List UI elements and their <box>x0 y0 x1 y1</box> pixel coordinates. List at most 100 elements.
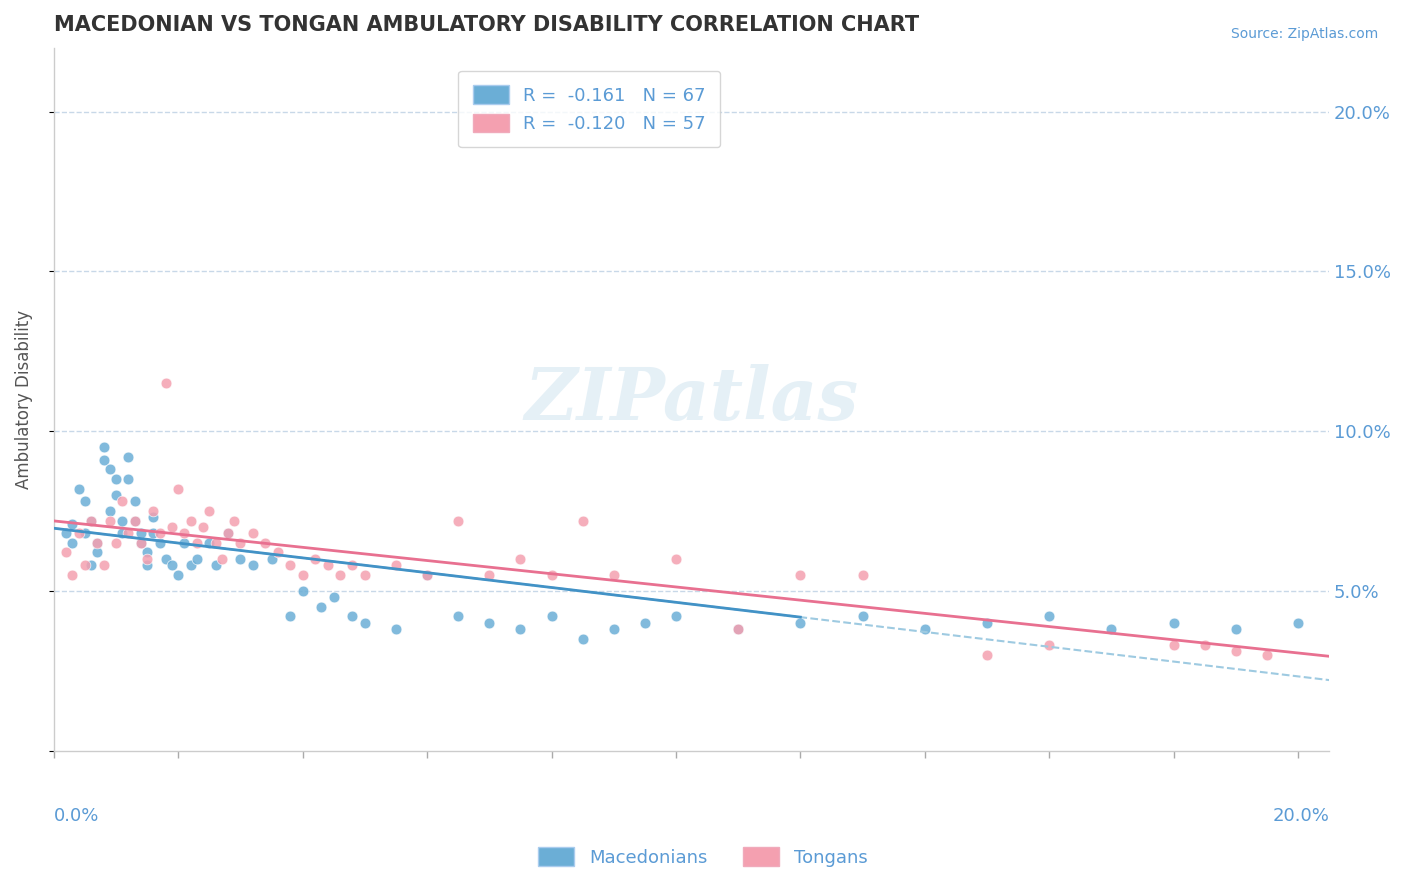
Point <box>385 558 408 573</box>
Point <box>129 536 152 550</box>
Point <box>1163 615 1185 630</box>
Point <box>186 552 208 566</box>
Point <box>136 558 159 573</box>
Point <box>1256 648 1278 662</box>
Point <box>447 609 470 624</box>
Text: Source: ZipAtlas.com: Source: ZipAtlas.com <box>1230 27 1378 41</box>
Point <box>105 472 128 486</box>
Point <box>416 567 439 582</box>
Point <box>354 615 377 630</box>
Point <box>914 622 936 636</box>
Point <box>124 494 146 508</box>
Point <box>62 516 84 531</box>
Point <box>1225 644 1247 658</box>
Point <box>98 462 121 476</box>
Point <box>191 520 214 534</box>
Point <box>1194 638 1216 652</box>
Point <box>204 558 226 573</box>
Point <box>1038 609 1060 624</box>
Point <box>851 567 873 582</box>
Point <box>155 552 177 566</box>
Point <box>242 526 264 541</box>
Text: 0.0%: 0.0% <box>53 806 100 825</box>
Point <box>98 504 121 518</box>
Point <box>447 514 470 528</box>
Point <box>86 536 108 550</box>
Point <box>180 558 202 573</box>
Point <box>142 504 165 518</box>
Point <box>111 494 134 508</box>
Point <box>204 536 226 550</box>
Point <box>342 609 364 624</box>
Point <box>80 514 103 528</box>
Point <box>73 526 96 541</box>
Point <box>540 567 562 582</box>
Text: ZIPatlas: ZIPatlas <box>524 364 859 434</box>
Point <box>278 558 301 573</box>
Point <box>211 552 233 566</box>
Point <box>67 526 90 541</box>
Point <box>167 482 190 496</box>
Point <box>149 536 172 550</box>
Point <box>254 536 277 550</box>
Point <box>129 526 152 541</box>
Point <box>160 520 183 534</box>
Point <box>603 567 626 582</box>
Point <box>73 494 96 508</box>
Point <box>129 536 152 550</box>
Point <box>93 440 115 454</box>
Point <box>198 536 221 550</box>
Point <box>105 536 128 550</box>
Point <box>160 558 183 573</box>
Point <box>478 615 501 630</box>
Point <box>976 615 998 630</box>
Point <box>322 590 344 604</box>
Point <box>727 622 749 636</box>
Point <box>976 648 998 662</box>
Point <box>571 632 593 646</box>
Point <box>242 558 264 573</box>
Point <box>789 567 811 582</box>
Point <box>142 510 165 524</box>
Point <box>136 552 159 566</box>
Text: MACEDONIAN VS TONGAN AMBULATORY DISABILITY CORRELATION CHART: MACEDONIAN VS TONGAN AMBULATORY DISABILI… <box>53 15 920 35</box>
Point <box>86 545 108 559</box>
Point <box>67 482 90 496</box>
Point <box>260 552 283 566</box>
Point <box>124 514 146 528</box>
Point <box>136 545 159 559</box>
Point <box>124 514 146 528</box>
Point <box>105 488 128 502</box>
Point <box>173 536 195 550</box>
Point <box>217 526 239 541</box>
Point <box>62 567 84 582</box>
Point <box>571 514 593 528</box>
Point <box>117 526 139 541</box>
Point <box>278 609 301 624</box>
Point <box>385 622 408 636</box>
Point <box>186 536 208 550</box>
Point <box>55 545 77 559</box>
Point <box>311 599 333 614</box>
Point <box>55 526 77 541</box>
Point <box>509 622 531 636</box>
Y-axis label: Ambulatory Disability: Ambulatory Disability <box>15 310 32 489</box>
Point <box>93 558 115 573</box>
Point <box>665 552 688 566</box>
Point <box>117 450 139 464</box>
Point <box>229 552 252 566</box>
Point <box>1038 638 1060 652</box>
Point <box>509 552 531 566</box>
Point <box>304 552 326 566</box>
Point <box>93 452 115 467</box>
Point <box>316 558 339 573</box>
Point <box>73 558 96 573</box>
Point <box>291 567 314 582</box>
Point <box>416 567 439 582</box>
Point <box>1286 615 1309 630</box>
Point <box>603 622 626 636</box>
Point <box>80 514 103 528</box>
Legend: R =  -0.161   N = 67, R =  -0.120   N = 57: R = -0.161 N = 67, R = -0.120 N = 57 <box>458 70 720 147</box>
Point <box>789 615 811 630</box>
Point <box>267 545 290 559</box>
